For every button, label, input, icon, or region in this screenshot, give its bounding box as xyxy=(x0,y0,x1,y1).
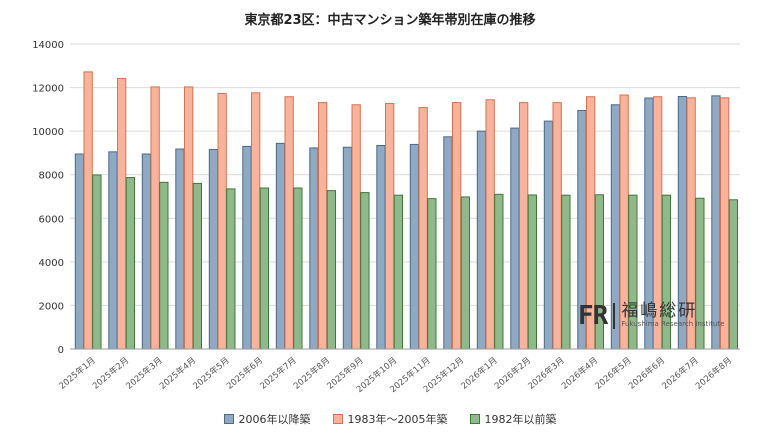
x-tick-label: 2026年8月 xyxy=(693,355,734,392)
watermark-text: 福嶋総研 Fukushima Research Institute xyxy=(621,302,724,329)
legend-label-2006: 2006年以降築 xyxy=(238,413,311,426)
bar xyxy=(452,102,462,350)
bar xyxy=(309,147,319,350)
y-tick-label: 0 xyxy=(58,345,64,356)
bar xyxy=(92,174,102,350)
y-tick-label: 10000 xyxy=(32,127,64,138)
bar xyxy=(728,199,739,350)
bar xyxy=(476,130,487,350)
chart-title: 東京都23区：中古マンション築年帯別在庫の推移 xyxy=(244,13,536,28)
y-tick-label: 14000 xyxy=(32,40,64,51)
chart-legend: 2006年以降築 1983年〜2005年築 1982年以前築 xyxy=(0,411,780,427)
bar xyxy=(259,187,270,350)
bar xyxy=(83,71,93,350)
y-tick-label: 6000 xyxy=(39,214,64,225)
bar xyxy=(427,198,437,350)
bar xyxy=(150,86,160,350)
bar xyxy=(460,196,471,350)
bar xyxy=(351,104,361,350)
bar xyxy=(275,142,286,350)
bar xyxy=(561,194,571,350)
bar xyxy=(318,102,328,350)
watermark-subtitle: Fukushima Research Institute xyxy=(621,320,725,328)
bar xyxy=(125,177,135,350)
legend-item-2006: 2006年以降築 xyxy=(223,411,311,427)
legend-swatch-2006 xyxy=(223,414,234,424)
bar xyxy=(527,194,538,350)
y-axis-tick-labels: 0 2000 4000 6000 8000 10000 12000 14000 xyxy=(32,40,64,356)
bar xyxy=(242,145,252,350)
bar xyxy=(251,92,261,350)
bar xyxy=(159,181,169,350)
bar xyxy=(208,148,219,350)
watermark-logo: FR 福嶋総研 Fukushima Research Institute xyxy=(578,302,724,329)
bar xyxy=(74,153,85,350)
bar xyxy=(108,151,118,350)
y-tick-label: 4000 xyxy=(39,258,64,269)
y-tick-label: 2000 xyxy=(39,301,64,312)
bar xyxy=(192,182,202,350)
bar xyxy=(393,194,404,350)
bar xyxy=(494,193,504,350)
legend-label-1982: 1982年以前築 xyxy=(484,413,557,426)
bar xyxy=(117,77,127,350)
bar xyxy=(409,143,420,350)
x-axis-tick-labels: 2025年1月2025年2月2025年3月2025年4月2025年5月2025年… xyxy=(57,355,734,395)
bar xyxy=(418,107,428,350)
bar xyxy=(385,102,395,350)
bar xyxy=(552,102,562,350)
watermark-divider xyxy=(613,302,616,329)
bar xyxy=(175,148,185,350)
bar xyxy=(326,190,337,350)
watermark-mark: FR xyxy=(578,300,608,331)
y-tick-label: 12000 xyxy=(32,84,64,95)
bar xyxy=(217,92,227,350)
bar xyxy=(342,146,353,350)
bar xyxy=(376,145,386,350)
legend-item-1982: 1982年以前築 xyxy=(469,411,557,427)
y-tick-label: 8000 xyxy=(39,171,64,182)
bar xyxy=(226,188,236,350)
bar xyxy=(141,153,152,350)
legend-item-1983-2005: 1983年〜2005年築 xyxy=(332,411,448,427)
bar xyxy=(519,102,529,350)
bar xyxy=(184,86,194,350)
bar xyxy=(293,187,303,350)
legend-swatch-1982 xyxy=(469,414,480,424)
legend-swatch-1983-2005 xyxy=(332,414,343,424)
bar xyxy=(360,192,370,350)
bar xyxy=(485,99,495,350)
bar xyxy=(510,127,520,350)
bar xyxy=(543,120,554,350)
legend-label-1983-2005: 1983年〜2005年築 xyxy=(347,413,448,426)
bar xyxy=(443,136,453,350)
watermark-name: 福嶋総研 xyxy=(621,301,698,321)
bar xyxy=(284,96,294,350)
